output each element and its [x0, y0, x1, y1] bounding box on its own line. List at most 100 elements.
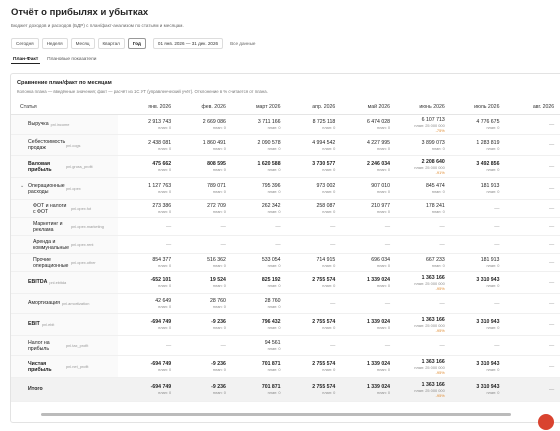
plan-value: план: 0: [322, 125, 336, 130]
plan-value: план: 0: [212, 304, 226, 309]
code: pnl.opex: [66, 186, 81, 191]
expand-toggle[interactable]: ⌄: [20, 182, 25, 189]
plan-value: план: 0: [267, 145, 281, 151]
value-cell: 825 192 план: 0: [227, 271, 283, 294]
value-cell: —: [446, 293, 502, 314]
reset-filter[interactable]: Все данные: [230, 41, 256, 46]
fact-value: 845 474: [425, 183, 445, 189]
value-cell: [556, 177, 560, 200]
column-header: июль 2026: [446, 100, 502, 115]
fact-value: 701 871: [261, 361, 281, 367]
value-cell: —: [501, 335, 557, 356]
label: Чистая прибыль: [28, 360, 52, 373]
value-cell: —: [446, 335, 502, 356]
fact-value: 1 339 024: [366, 319, 391, 325]
value-cell: —: [446, 217, 502, 236]
empty-value: —: [494, 300, 500, 307]
fact-value: 808 595: [207, 161, 226, 167]
plan-value: план: 0: [322, 145, 336, 151]
value-cell: [556, 155, 560, 178]
plan-value: план: 0: [322, 325, 336, 330]
row-label: Аренда и коммунальные pnl.opex.rent: [11, 235, 119, 254]
tab[interactable]: План-Факт: [11, 57, 41, 64]
empty-value: —: [548, 300, 555, 307]
plan-value: план: 0: [212, 125, 226, 130]
value-cell: [556, 235, 560, 254]
period-button[interactable]: Квартал: [97, 38, 125, 49]
plan-value: план: 0: [212, 390, 226, 395]
empty-value: —: [548, 321, 555, 328]
fact-value: 696 034: [371, 257, 391, 263]
plan-value: план: 0: [486, 390, 500, 395]
value-cell: —: [282, 293, 338, 314]
pnl-table: Статья янв. 2026 фев. 2026 март 2026 апр. 20…: [11, 100, 560, 402]
empty-value: —: [384, 241, 391, 248]
value-cell: 973 002 план: 0: [282, 177, 338, 200]
plan-value: план: 0: [212, 263, 226, 268]
plan-value: план: 0: [212, 367, 226, 372]
value-cell: 2 755 574 план: 0: [282, 313, 338, 336]
fact-value: 825 192: [261, 277, 281, 283]
value-cell: 8 725 118 план: 0: [282, 114, 338, 135]
value-cell: —: [282, 217, 338, 236]
value-cell: 6 474 028 план: 0: [337, 114, 393, 135]
empty-value: —: [548, 205, 555, 212]
value-cell: —: [501, 114, 557, 135]
value-cell: 210 977 план: 0: [337, 199, 393, 218]
fact-value: 181 913: [480, 183, 500, 189]
row-label: ⌄ Операционные расходы pnl.opex: [11, 177, 119, 200]
fact-value: 181 913: [480, 257, 500, 263]
fact-value: 4 227 995: [366, 139, 391, 146]
fact-value: 3 899 073: [421, 139, 445, 146]
value-cell: [556, 293, 560, 314]
fact-value: 272 709: [207, 203, 226, 209]
label: Аренда и коммунальные: [33, 238, 69, 251]
value-cell: [556, 335, 560, 356]
code: pnl.opex.marketing: [71, 224, 104, 229]
empty-value: —: [330, 241, 336, 248]
value-cell: —: [501, 313, 557, 336]
value-cell: 1 339 024 план: 0: [337, 377, 393, 402]
fact-value: 789 071: [207, 183, 226, 189]
empty-value: —: [439, 300, 445, 307]
plan-value: план: 0: [267, 390, 281, 395]
period-button[interactable]: Год: [127, 38, 146, 49]
table-row: Аренда и коммунальные pnl.opex.rent — — — — — —…: [11, 235, 560, 254]
scrollbar[interactable]: [41, 413, 511, 416]
empty-value: —: [330, 342, 336, 349]
value-cell: -694 749 план: 0: [118, 355, 174, 378]
code: pnl.opex.fot: [71, 206, 92, 211]
value-cell: 1 127 763 план: 0: [118, 177, 174, 200]
fact-value: 6 474 028: [366, 119, 391, 125]
period-button[interactable]: Месяц: [70, 38, 95, 49]
fact-value: 28 760: [209, 298, 226, 304]
plan-value: план: 0: [486, 263, 500, 268]
value-cell: 516 362 план: 0: [173, 253, 228, 272]
value-cell: -694 749 план: 0: [118, 313, 174, 336]
value-cell: 181 913 план: 0: [446, 177, 502, 200]
code: pnl.gross_profit: [66, 164, 93, 169]
value-cell: 4 994 542 план: 0: [282, 134, 338, 156]
date-range[interactable]: 01 янв. 2026 — 31 дек. 2026: [152, 38, 224, 49]
fact-value: -652 101: [150, 277, 172, 283]
row-label: Амортизация pnl.amortization: [11, 293, 119, 314]
row-label: Чистая прибыль pnl.net_profit: [11, 355, 119, 378]
value-cell: —: [501, 217, 557, 236]
value-cell: [556, 199, 560, 218]
period-button[interactable]: Неделя: [41, 38, 68, 49]
fact-value: -9 236: [211, 361, 226, 367]
fact-value: -9 236: [211, 319, 226, 325]
tab[interactable]: Плановые показатели: [47, 57, 97, 62]
code: pnl.ebit: [41, 321, 55, 327]
plan-value: план: 0: [158, 283, 172, 288]
period-button[interactable]: Сегодня: [11, 38, 39, 49]
empty-value: —: [165, 342, 172, 349]
table-row: Себестоимость продаж pnl.cogs 2 438 081 пла…: [11, 134, 560, 156]
plan-value: план: 0: [322, 189, 336, 194]
chat-button[interactable]: [538, 414, 554, 430]
fact-value: 2 755 574: [312, 361, 336, 367]
plan-value: план: 0: [267, 263, 281, 268]
value-cell: —: [337, 217, 393, 236]
fact-value: 1 339 024: [366, 361, 391, 367]
